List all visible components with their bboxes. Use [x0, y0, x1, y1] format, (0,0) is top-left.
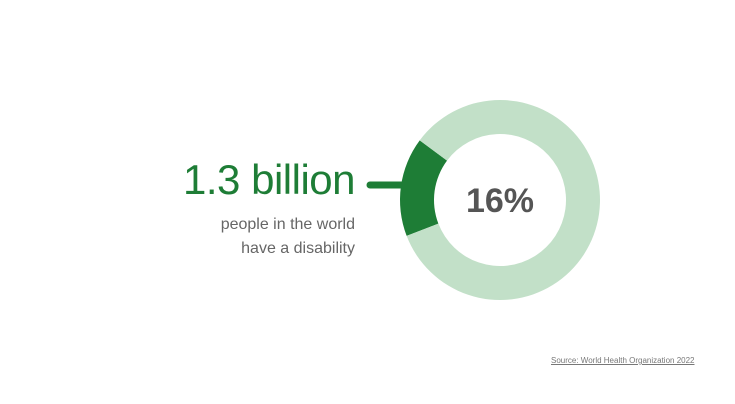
donut-slice-remainder [406, 100, 600, 301]
subtext-line-1: people in the world [220, 216, 355, 233]
headline-figure: 1.3 billion [183, 156, 355, 203]
source-link[interactable]: Source: World Health Organization 2022 [551, 356, 695, 365]
subtext-line-2: have a disability [241, 240, 355, 257]
donut-slice-highlight [400, 140, 448, 236]
center-label: 16% [466, 182, 534, 220]
